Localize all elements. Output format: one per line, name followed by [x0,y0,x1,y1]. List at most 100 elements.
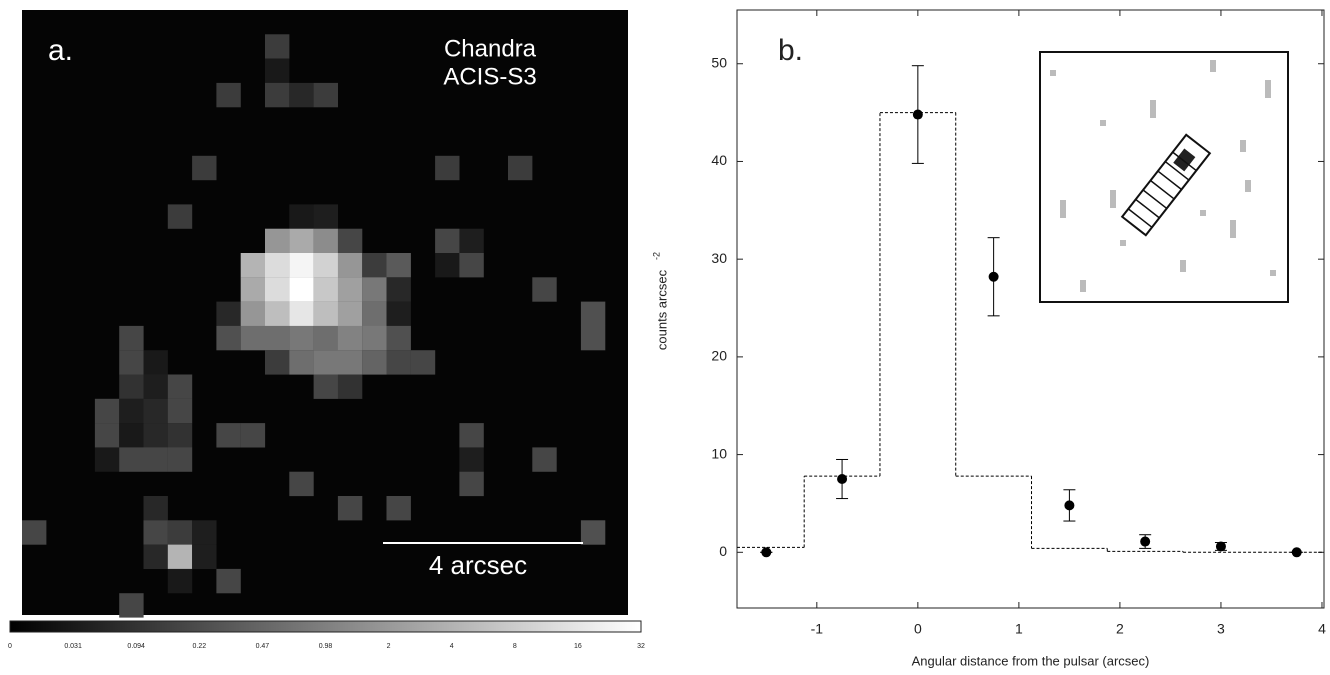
pixel [362,325,387,351]
colorbar-tick-label: 8 [513,643,517,650]
pixel [143,544,168,569]
pixel [216,82,241,108]
colorbar [9,620,642,633]
pixel [337,228,363,254]
pixel [459,423,484,448]
pixel [532,447,557,472]
pixel [337,325,363,351]
inset-pixel [1080,280,1086,292]
pixel [143,496,168,521]
colorbar-tick-label: 2 [387,643,391,650]
data-point [1215,541,1226,552]
pixel [435,253,460,278]
scale-bar-label: 4 arcsec [429,550,527,580]
x-tick-label: 3 [1217,621,1225,637]
pixel [119,447,144,472]
pixel [337,277,363,302]
colorbar-tick-label: 0.47 [256,643,270,650]
colorbar-tick-label: 0.094 [127,643,145,650]
image-pixels [22,34,606,618]
pixel [459,253,484,278]
pixel [337,253,363,278]
pixel [143,423,168,448]
pixel [119,325,144,351]
plot-frame [736,9,1325,609]
pixel [167,544,193,569]
inset-pixel [1060,200,1066,218]
inset-pixel [1150,100,1156,118]
pixel [580,301,606,326]
pixel [167,398,193,424]
pixel [119,423,144,448]
pixel [289,277,314,302]
pixel [289,253,314,278]
pixel [289,325,314,351]
inset-pixel [1110,190,1116,208]
inset-pixel [1240,140,1246,152]
colorbar-tick-label: 32 [637,643,645,650]
pixel [337,374,363,399]
pixel [386,350,411,375]
data-point [1140,536,1151,547]
pixel [289,471,314,497]
x-tick-label: 4 [1318,621,1326,637]
pixel [265,277,290,302]
x-tick-label: 0 [914,621,922,637]
instrument: Chandra [444,35,537,62]
pixel [265,58,290,83]
pixel [22,520,47,545]
pixel [167,374,193,399]
pixel [167,568,193,594]
pixel [119,593,144,618]
pixel [240,423,266,448]
pixel [265,34,290,59]
pixel [94,398,120,424]
pixel [313,204,338,229]
data-point [1064,500,1075,511]
pixel [94,447,120,472]
pixel [313,301,338,326]
pixel [265,350,290,375]
pixel [337,301,363,326]
data-point [837,474,848,485]
pixel [459,471,484,497]
pixel [362,350,387,375]
y-tick-label: 30 [711,250,727,266]
pixel [143,398,168,424]
x-axis-title: Angular distance from the pulsar (arcsec… [912,653,1150,668]
data-point [1291,547,1302,558]
pixel [143,520,168,545]
pixel [167,204,193,229]
colorbar-tick-label: 4 [450,643,454,650]
inset-pixel [1120,240,1126,246]
pixel [265,301,290,326]
y-tick-label: 0 [719,543,727,559]
pixel [313,374,338,399]
pixel [410,350,436,375]
pixel [386,325,411,351]
colorbar-tick-label: 0 [8,643,12,650]
pixel [216,301,241,326]
y-axis-exponent: -2 [651,252,661,260]
pixel [362,277,387,302]
inset-pixel [1210,60,1216,72]
colorbar-tick-label: 0.98 [319,643,333,650]
pixel [143,350,168,375]
inset-pixels [1050,60,1276,292]
pixel [167,423,193,448]
y-tick-label: 20 [711,348,727,364]
pixel [435,155,460,181]
pixel [119,374,144,399]
pixel [313,277,338,302]
pixel [240,277,266,302]
pixel [119,398,144,424]
colorbar-tick-label: 0.031 [64,643,82,650]
pixel [313,253,338,278]
pixel [289,301,314,326]
pixel [580,325,606,351]
inset-pixel [1265,80,1271,98]
pixel [362,301,387,326]
pixel [289,204,314,229]
pixel [580,520,606,545]
